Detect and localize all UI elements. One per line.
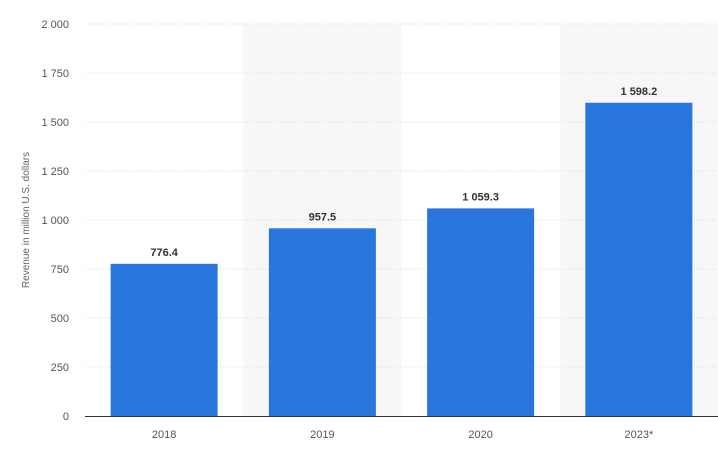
y-tick-label: 250 bbox=[51, 362, 69, 374]
x-tick-label: 2023* bbox=[624, 429, 653, 441]
y-tick-label: 0 bbox=[63, 411, 69, 423]
bar-2018 bbox=[110, 263, 218, 416]
y-tick-label: 1 500 bbox=[41, 117, 69, 129]
bar-2019 bbox=[268, 228, 376, 416]
y-tick-label: 2 000 bbox=[41, 19, 69, 31]
y-tick-label: 1 750 bbox=[41, 68, 69, 80]
bars bbox=[110, 102, 693, 416]
x-axis-ticks: 2018 2019 2020 2023* bbox=[152, 429, 654, 441]
y-tick-label: 1 000 bbox=[41, 215, 69, 227]
bar-2020 bbox=[427, 208, 535, 416]
x-tick-label: 2020 bbox=[468, 429, 492, 441]
x-tick-label: 2018 bbox=[152, 429, 176, 441]
bar-2023 bbox=[585, 102, 693, 416]
data-label: 776.4 bbox=[150, 247, 178, 259]
y-tick-label: 500 bbox=[51, 313, 69, 325]
y-tick-label: 750 bbox=[51, 264, 69, 276]
data-labels: 776.4 957.5 1 059.3 1 598.2 bbox=[150, 86, 657, 259]
data-label: 957.5 bbox=[309, 211, 337, 223]
data-label: 1 059.3 bbox=[462, 191, 499, 203]
x-tick-label: 2019 bbox=[310, 429, 334, 441]
y-axis-ticks: 0 250 500 750 1 000 1 250 1 500 1 750 2 000 bbox=[41, 19, 69, 423]
data-label: 1 598.2 bbox=[621, 86, 658, 98]
y-axis-title: Revenue in million U.S. dollars bbox=[21, 152, 32, 288]
y-tick-label: 1 250 bbox=[41, 166, 69, 178]
